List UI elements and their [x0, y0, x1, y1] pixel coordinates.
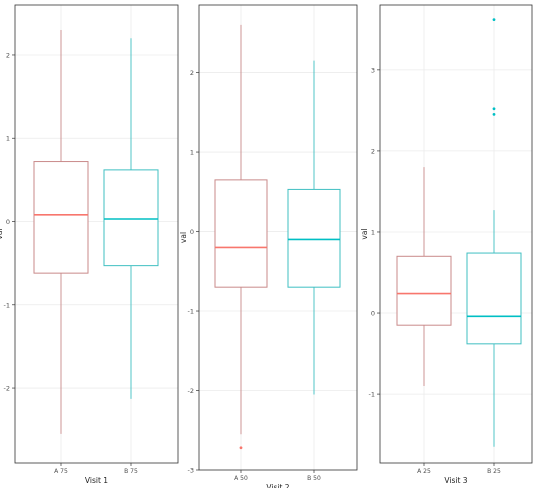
panel-2-border — [198, 4, 358, 471]
panel-1-x-tick-label: B 75 — [124, 468, 138, 475]
panel-3-y-tick-label: 0 — [371, 310, 375, 318]
panel-2-y-tick-label: 1 — [190, 149, 194, 157]
panel-2-y-tick-label: -1 — [188, 308, 194, 316]
panel-3-x-tick-label: A 25 — [417, 468, 431, 475]
panel-3-y-tick-label: 1 — [371, 228, 375, 236]
panel-3-y-tick-label: 2 — [371, 147, 375, 155]
panel-2-box-b-50 — [287, 188, 341, 288]
panel-2-y-tick-label: -2 — [188, 387, 194, 395]
panel-2-x-axis-title: Visit 2 — [266, 483, 289, 488]
panel-1-y-tick-label: 1 — [6, 135, 10, 143]
panel-1-y-tick-label: 0 — [6, 218, 10, 226]
panel-1-y-tick-label: 2 — [6, 51, 10, 59]
panel-1-x-axis-title: Visit 1 — [85, 476, 108, 485]
panel-3-y-axis-title: val — [360, 228, 369, 239]
panel-3-box-b-25-outlier — [492, 113, 496, 116]
panel-1-y-axis-title: val — [0, 228, 4, 239]
panel-2-box-a-50-outlier — [239, 446, 243, 450]
panel-1-box-b-75 — [103, 169, 159, 267]
panel-3-box-b-25 — [466, 252, 522, 345]
panel-2-x-tick-label: B 50 — [307, 475, 321, 482]
panel-2-y-tick-label: 2 — [190, 69, 194, 77]
panel-1-border — [14, 4, 179, 464]
panel-3-box-b-25-outlier — [492, 18, 496, 21]
panel-1-x-tick-label: A 75 — [54, 468, 68, 475]
panel-2-y-tick-label: 0 — [190, 228, 194, 236]
panel-3-y-tick-label: -1 — [369, 391, 375, 399]
panel-1-box-a-75 — [33, 161, 89, 274]
panel-3-x-tick-label: B 25 — [487, 468, 501, 475]
panel-3-box-b-25-outlier — [492, 107, 496, 111]
panel-1-y-tick-label: -1 — [4, 301, 10, 309]
panel-3-y-tick-label: 3 — [371, 66, 375, 74]
panel-1-y-tick-label: -2 — [4, 385, 10, 393]
panel-2-y-tick-label: -3 — [188, 467, 194, 475]
panel-2-x-tick-label: A 50 — [234, 475, 248, 482]
panel-2-y-axis-title: val — [179, 232, 188, 243]
panel-3-x-axis-title: Visit 3 — [444, 476, 467, 485]
panel-3-box-a-25 — [396, 255, 452, 326]
panel-3-border — [379, 4, 533, 464]
panel-2-box-a-50 — [214, 179, 268, 288]
